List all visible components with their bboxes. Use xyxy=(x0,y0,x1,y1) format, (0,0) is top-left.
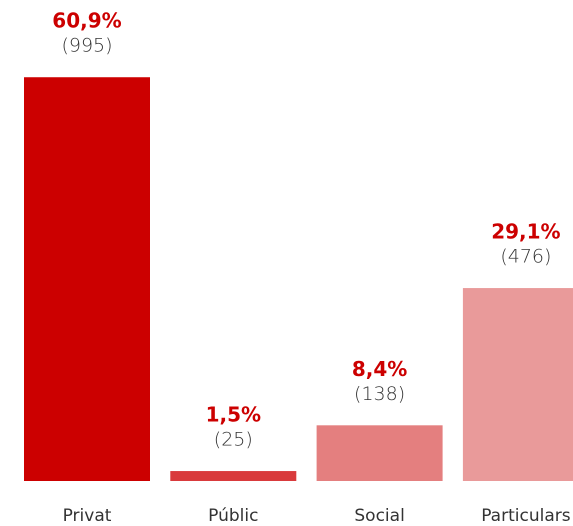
category-label: Privat xyxy=(63,506,112,526)
bar xyxy=(316,425,443,481)
category-label: Particulars xyxy=(481,506,571,526)
value-label: 1,5% xyxy=(206,403,261,427)
category-label: Social xyxy=(354,506,404,526)
category-label: Públic xyxy=(208,506,258,526)
count-label: (25) xyxy=(214,429,253,451)
value-label: 29,1% xyxy=(491,220,560,244)
count-label: (138) xyxy=(354,383,405,405)
count-label: (995) xyxy=(61,35,112,57)
value-label: 60,9% xyxy=(52,9,121,33)
bar xyxy=(24,77,150,481)
bar xyxy=(462,288,573,481)
value-label: 8,4% xyxy=(352,357,407,381)
bar xyxy=(170,471,297,481)
count-label: (476) xyxy=(500,246,551,268)
